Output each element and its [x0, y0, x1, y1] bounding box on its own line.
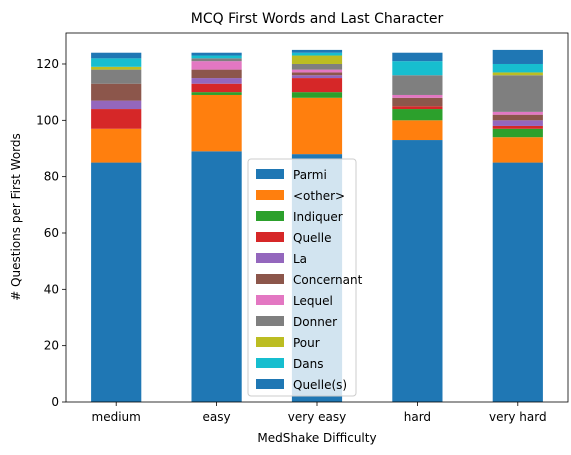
legend-swatch	[256, 211, 284, 221]
legend-label: Concernant	[293, 273, 363, 287]
bar-segment-very-easy-3	[291, 78, 343, 93]
x-tick-label: easy	[203, 410, 231, 424]
bar-segment-very-hard-9	[492, 63, 543, 73]
legend-label: Indiquer	[293, 210, 343, 224]
x-tick-label: very hard	[489, 410, 547, 424]
legend-swatch	[256, 295, 284, 305]
y-axis-label: # Questions per First Words	[9, 133, 23, 301]
chart-title: MCQ First Words and Last Character	[191, 11, 444, 27]
legend-swatch	[256, 358, 284, 368]
x-tick-label: hard	[404, 410, 431, 424]
legend-swatch	[256, 337, 284, 347]
y-tick-label: 80	[44, 170, 59, 184]
x-axis-label: MedShake Difficulty	[257, 431, 376, 445]
bar-segment-easy-7	[191, 58, 242, 62]
legend-label: La	[293, 252, 307, 266]
bar-segment-very-easy-1	[291, 97, 343, 155]
y-tick-label: 120	[36, 57, 59, 71]
bar-segment-very-hard-10	[492, 49, 543, 64]
bar-segment-very-hard-0	[492, 162, 543, 402]
bar-segment-very-hard-6	[492, 111, 543, 115]
bar-segment-very-hard-1	[492, 137, 543, 163]
bar-segment-hard-10	[392, 52, 443, 62]
bar-segment-very-hard-2	[492, 128, 543, 138]
bar-segment-very-easy-10	[291, 49, 343, 53]
y-tick-label: 100	[36, 113, 59, 127]
bar-segment-easy-0	[191, 151, 242, 402]
y-tick-label: 60	[44, 226, 59, 240]
legend-swatch	[256, 253, 284, 263]
bar-segment-medium-0	[91, 162, 142, 402]
bar-segment-very-easy-5	[291, 72, 343, 76]
bar-segment-hard-0	[392, 140, 443, 403]
bar-segment-medium-9	[91, 58, 142, 67]
bar-segment-medium-5	[91, 83, 142, 101]
bar-segment-hard-1	[392, 120, 443, 141]
bar-segment-medium-4	[91, 100, 142, 110]
x-tick-label: medium	[92, 410, 141, 424]
bar-segment-very-easy-6	[291, 69, 343, 73]
legend-swatch	[256, 274, 284, 284]
bar-segment-easy-9	[191, 55, 242, 59]
bar-segment-easy-3	[191, 83, 242, 93]
legend-label: Lequel	[293, 294, 333, 308]
bar-segment-hard-9	[392, 61, 443, 76]
legend-label: <other>	[293, 189, 345, 203]
legend: Parmi <other> Indiquer Quelle La Concernant Le…	[247, 158, 363, 397]
x-tick-label: very easy	[288, 410, 346, 424]
bar-segment-hard-2	[392, 109, 443, 121]
legend-label: Pour	[293, 336, 320, 350]
plot-frame	[65, 32, 569, 403]
bar-segment-easy-5	[191, 69, 242, 79]
bar-segment-hard-7	[392, 75, 443, 95]
bar-segment-medium-1	[91, 128, 142, 163]
bar-segment-medium-8	[91, 66, 142, 70]
bar-segment-easy-1	[191, 94, 242, 152]
y-tick-label: 20	[44, 339, 59, 353]
bar-segment-hard-6	[392, 94, 443, 98]
x-axis: medium easy very easy hard very hard	[92, 402, 547, 424]
bar-segment-very-easy-2	[291, 92, 343, 98]
legend-swatch	[256, 190, 284, 200]
bar-segment-easy-10	[191, 52, 242, 56]
bar-segment-very-easy-4	[291, 75, 343, 79]
bar-segment-very-easy-8	[291, 55, 343, 64]
y-axis: 0 20 40 60 80 100 120	[36, 57, 66, 409]
bar-segment-hard-3	[392, 106, 443, 110]
bar-segment-very-easy-9	[291, 52, 343, 56]
y-tick-label: 0	[51, 395, 59, 409]
legend-swatch	[256, 379, 284, 389]
bar-segment-medium-7	[91, 69, 142, 84]
legend-swatch	[256, 169, 284, 179]
bar-segment-very-easy-7	[291, 63, 343, 70]
legend-swatch	[256, 232, 284, 242]
bar-segment-very-hard-4	[492, 120, 543, 126]
bar-segment-very-hard-8	[492, 72, 543, 76]
bar-segment-medium-10	[91, 52, 142, 59]
bar-segment-hard-5	[392, 97, 443, 107]
legend-label: Dans	[293, 357, 323, 371]
bar-segment-easy-4	[191, 78, 242, 84]
legend-label: Quelle	[293, 231, 331, 245]
bar-segment-very-hard-5	[492, 114, 543, 121]
legend-label: Quelle(s)	[293, 378, 347, 392]
y-tick-label: 40	[44, 282, 59, 296]
bar-segment-very-hard-3	[492, 125, 543, 129]
bar-segment-easy-6	[191, 61, 242, 70]
legend-swatch	[256, 316, 284, 326]
bar-segment-very-hard-7	[492, 75, 543, 112]
legend-label: Parmi	[293, 168, 327, 182]
bar-segment-easy-2	[191, 92, 242, 95]
bar-segment-medium-3	[91, 109, 142, 129]
legend-label: Donner	[293, 315, 337, 329]
